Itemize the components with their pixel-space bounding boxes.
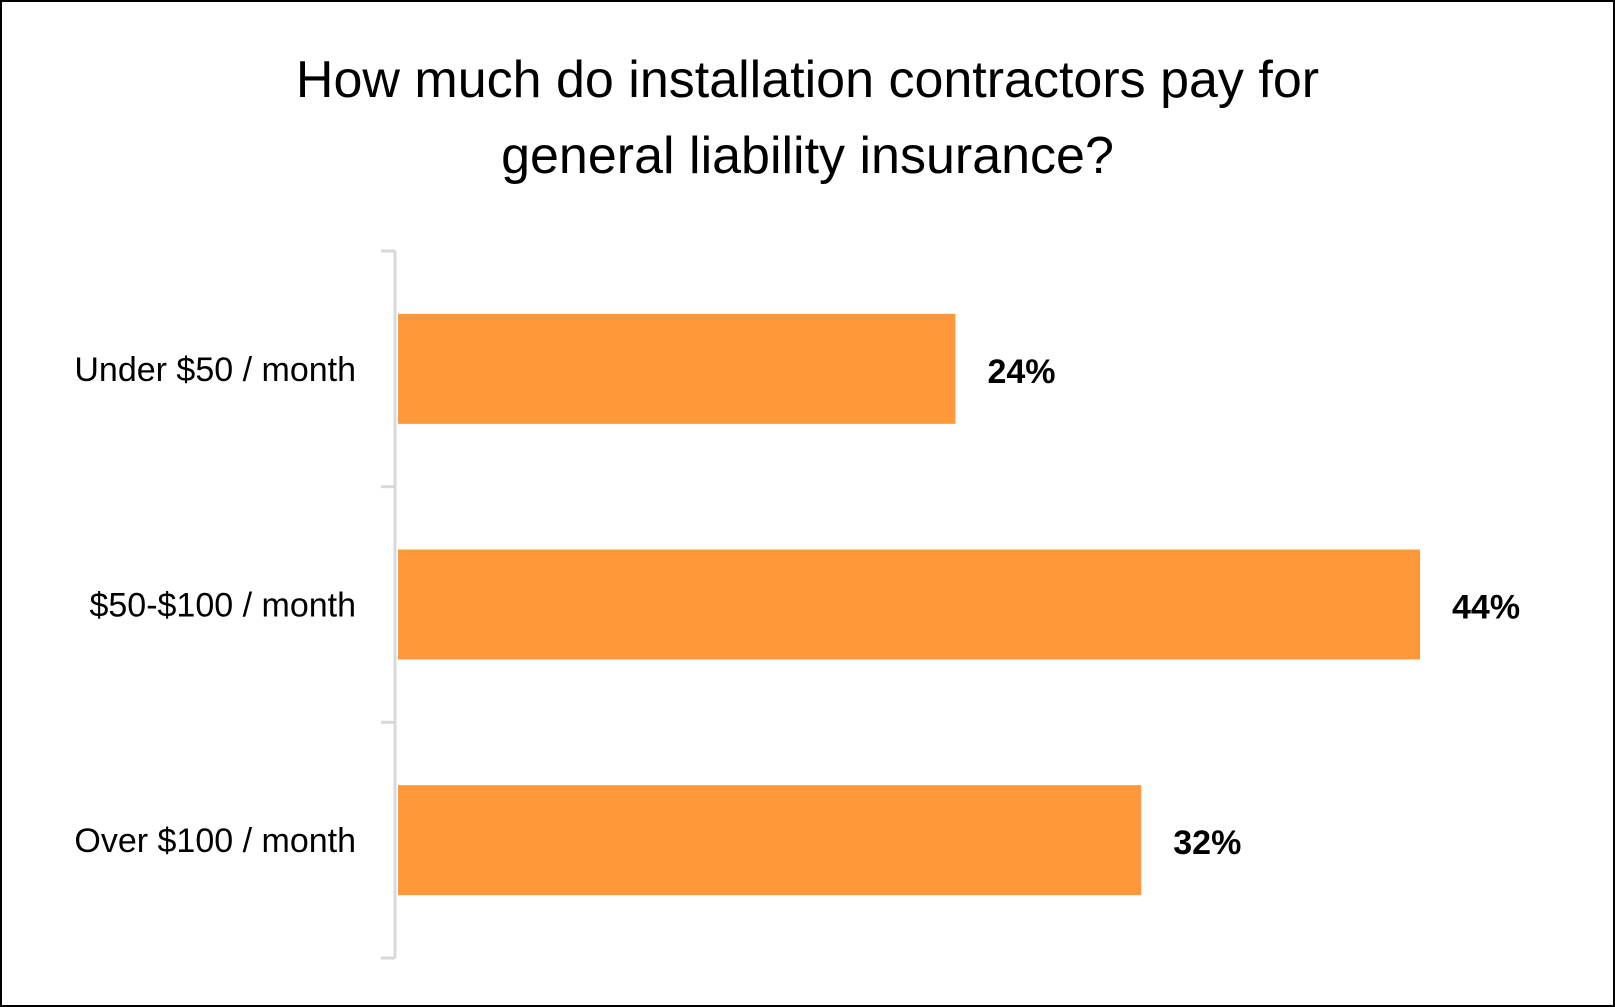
category-label: Under $50 / month [74,351,356,389]
chart-title-line-1: How much do installation contractors pay… [295,51,1320,109]
category-label: Over $100 / month [74,822,356,860]
chart-title: How much do installation contractors pay… [2,42,1613,194]
data-label: 32% [1173,824,1241,862]
bar [398,785,1142,896]
bar [398,549,1420,660]
data-label: 44% [1452,589,1520,627]
category-label: $50-$100 / month [89,587,356,625]
data-label: 24% [987,353,1055,391]
chart-title-line-2: general liability insurance? [501,127,1114,185]
bar [398,313,956,424]
